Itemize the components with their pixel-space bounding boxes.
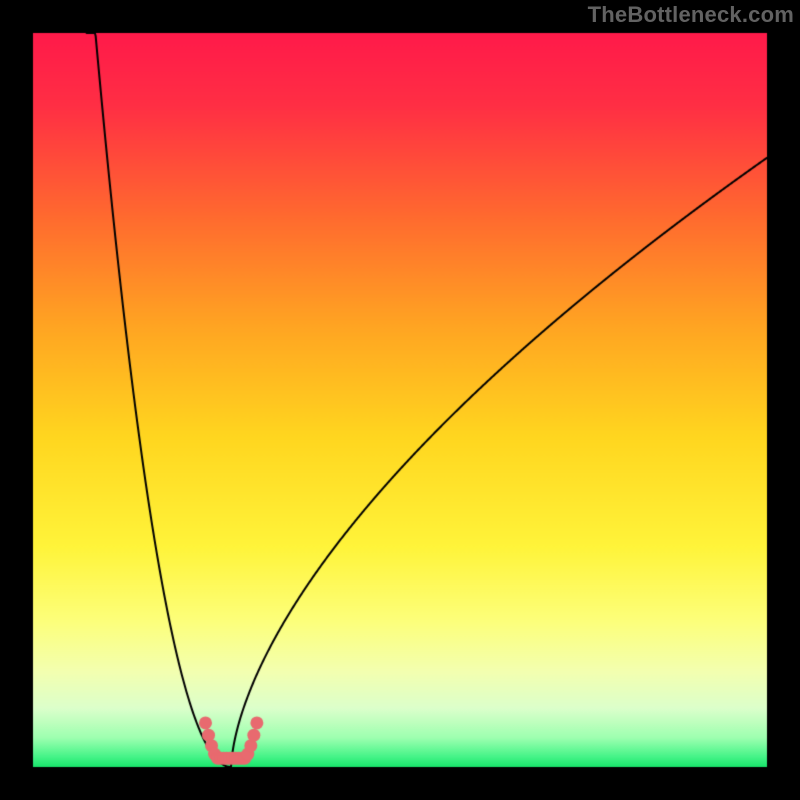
bottleneck-curve-chart bbox=[0, 0, 800, 800]
chart-container: TheBottleneck.com bbox=[0, 0, 800, 800]
